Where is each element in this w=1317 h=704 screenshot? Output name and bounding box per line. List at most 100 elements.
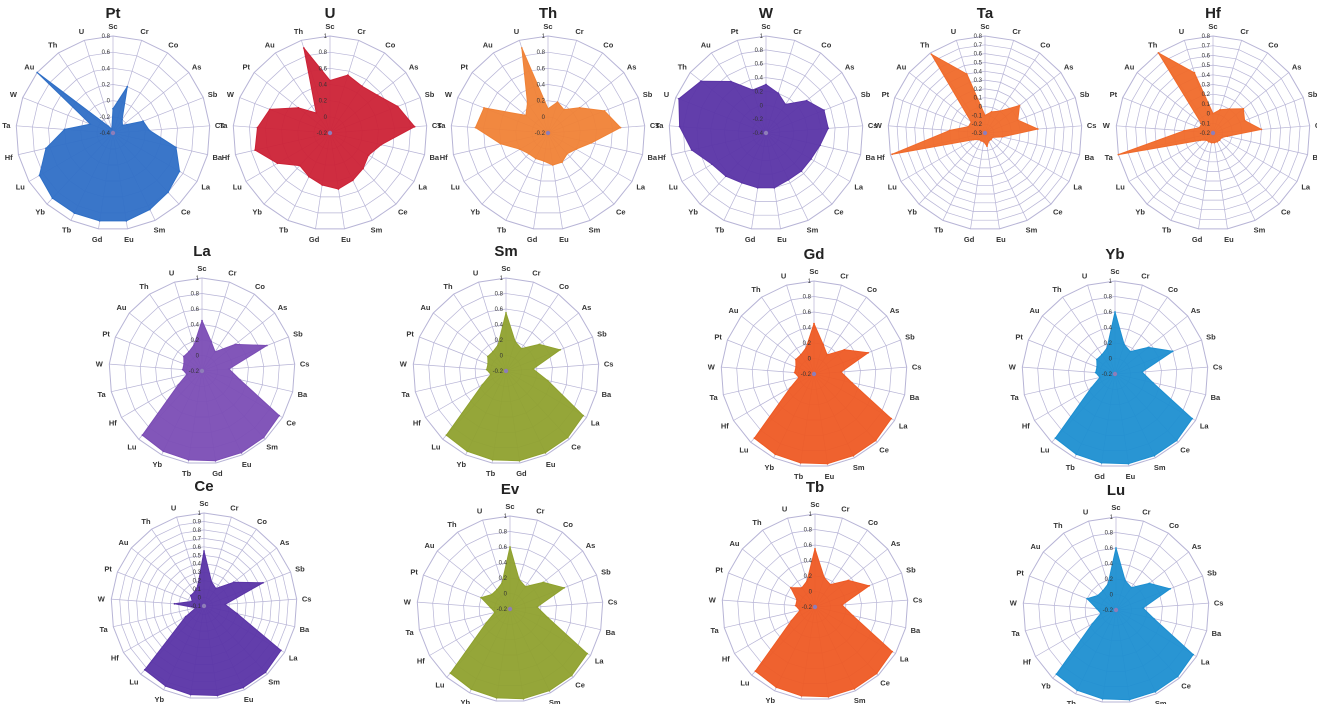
data-point-u <box>110 128 113 131</box>
category-label-as: As <box>582 303 592 312</box>
category-label-cs: Cs <box>604 359 614 368</box>
data-point-la <box>367 154 370 157</box>
tick-label: 0.4 <box>974 69 983 75</box>
data-point-tb <box>308 175 310 178</box>
data-point-tb <box>73 212 76 215</box>
tick-label: 0.6 <box>102 50 111 56</box>
category-label-gd: Gd <box>212 469 223 478</box>
data-point-pt <box>525 114 527 117</box>
grid-spoke <box>84 40 114 134</box>
category-label-ta: Ta <box>99 625 108 634</box>
data-point-w <box>268 108 271 111</box>
data-point-gd <box>1100 462 1103 464</box>
category-label-la: La <box>591 419 601 428</box>
category-label-sm: Sm <box>1154 463 1166 472</box>
data-point-yb <box>774 453 777 456</box>
data-point-sc <box>1212 112 1214 115</box>
category-label-sb: Sb <box>295 564 305 573</box>
category-label-cr: Cr <box>840 272 848 281</box>
data-point-sc <box>813 322 815 325</box>
center-marker <box>110 130 116 136</box>
category-label-u: U <box>169 269 174 278</box>
grid-spoke <box>117 571 205 607</box>
data-point-la <box>586 652 589 655</box>
data-point-tb <box>495 697 498 699</box>
data-point-cs <box>1141 371 1143 373</box>
chart-title: La <box>193 243 211 260</box>
data-point-ce <box>362 167 364 170</box>
data-point-sm <box>1216 140 1219 143</box>
category-label-tb: Tb <box>934 225 944 234</box>
data-point-lu <box>753 437 756 440</box>
category-label-gd: Gd <box>516 469 527 478</box>
center-marker <box>812 604 818 610</box>
data-point-la <box>1220 136 1223 139</box>
category-label-w: W <box>708 362 716 371</box>
category-label-ba: Ba <box>300 625 310 634</box>
grid-ring <box>450 35 646 230</box>
category-label-w: W <box>1010 598 1018 607</box>
grid-spoke <box>942 132 986 221</box>
data-point-as <box>847 579 850 582</box>
category-label-tb: Tb <box>279 225 289 234</box>
category-label-u: U <box>514 27 519 36</box>
data-point-ce <box>1175 439 1178 442</box>
category-label-as: As <box>1064 62 1074 71</box>
data-point-yb <box>1055 673 1058 676</box>
category-label-yb: Yb <box>766 696 776 704</box>
category-label-th: Th <box>678 62 688 71</box>
category-label-th: Th <box>1148 41 1158 50</box>
data-area-pt <box>36 72 180 222</box>
data-point-th <box>492 350 494 353</box>
tick-label: 0.4 <box>499 561 508 567</box>
tick-label: 0.6 <box>1105 546 1114 552</box>
data-point-hf <box>485 621 488 624</box>
data-point-co <box>784 103 787 106</box>
tick-label: 0 <box>1207 112 1211 118</box>
data-point-th <box>188 350 190 353</box>
data-point-au <box>315 112 318 114</box>
data-point-lu <box>38 174 41 177</box>
data-point-sb <box>262 581 264 584</box>
data-point-lu <box>754 670 757 673</box>
category-label-lu: Lu <box>669 183 679 192</box>
tick-label: -0.2 <box>801 372 812 378</box>
data-point-sc <box>505 312 507 314</box>
category-label-tb: Tb <box>497 225 507 234</box>
data-point-la <box>1191 417 1194 420</box>
data-point-sb <box>563 586 565 589</box>
data-point-eu <box>773 186 776 189</box>
data-point-w <box>793 371 796 374</box>
category-label-cr: Cr <box>1240 27 1248 36</box>
data-point-w <box>794 604 797 607</box>
category-label-ba: Ba <box>1085 153 1095 162</box>
grid-spoke <box>1170 132 1214 221</box>
data-point-tb <box>534 157 537 160</box>
data-point-lu <box>711 163 713 166</box>
category-label-th: Th <box>447 520 457 529</box>
grid-ring <box>1125 45 1301 220</box>
data-point-sm <box>853 687 856 690</box>
data-point-gd <box>321 184 324 186</box>
category-label-eu: Eu <box>244 695 254 704</box>
category-label-la: La <box>1073 183 1083 192</box>
category-label-ce: Ce <box>286 419 296 428</box>
tick-label: -0.3 <box>972 131 983 137</box>
tick-label: 0.8 <box>803 295 812 301</box>
category-label-co: Co <box>603 41 613 50</box>
tick-label: -0.1 <box>1200 121 1211 127</box>
data-point-th <box>1157 52 1160 54</box>
tick-label: 0.2 <box>974 87 983 93</box>
data-point-au <box>789 586 792 589</box>
category-label-sc: Sc <box>543 22 552 31</box>
category-label-au: Au <box>1124 62 1134 71</box>
data-point-w <box>483 107 485 109</box>
category-label-ta: Ta <box>1105 153 1114 162</box>
data-point-yb <box>298 164 301 167</box>
category-label-pt: Pt <box>461 62 469 71</box>
data-point-yb <box>470 688 473 691</box>
data-point-la <box>810 158 812 160</box>
tick-label: 0.6 <box>319 66 328 72</box>
data-point-gd <box>1101 698 1104 700</box>
data-point-cr <box>210 340 213 343</box>
